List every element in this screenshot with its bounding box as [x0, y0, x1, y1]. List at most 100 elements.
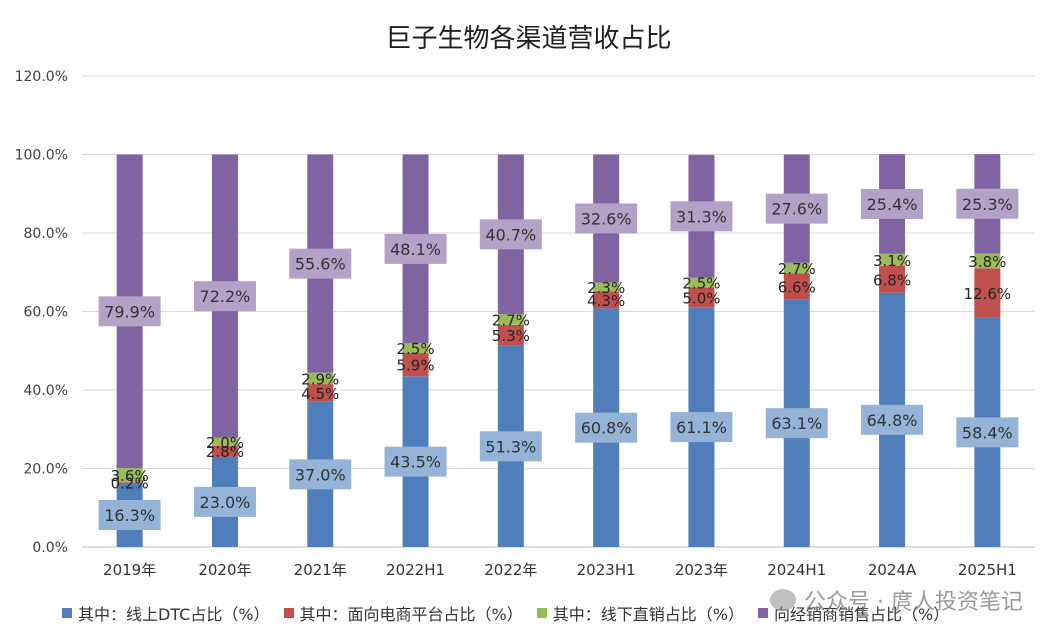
- data-label: 25.4%: [867, 195, 918, 214]
- bar-segment-ecommerce: [116, 482, 143, 484]
- data-label: 5.9%: [396, 357, 434, 375]
- data-label: 4.5%: [301, 385, 339, 403]
- legend-swatch: [536, 608, 547, 618]
- data-label: 27.6%: [771, 200, 822, 219]
- data-label: 2.0%: [206, 434, 244, 452]
- bar-segment-ecommerce: [402, 353, 429, 377]
- bar-segment-ecommerce: [497, 324, 524, 346]
- data-label-box: [384, 446, 447, 477]
- data-label: 5.0%: [682, 289, 720, 307]
- data-label: 3.1%: [873, 252, 911, 270]
- y-tick-label: 80.0%: [24, 226, 68, 242]
- data-label: 2.9%: [301, 370, 339, 388]
- data-label-box: [289, 248, 352, 279]
- bar-segment-offline-direct: [402, 343, 429, 354]
- legend-label: 其中：面向电商平台占比（%）: [299, 605, 523, 624]
- data-label-box: [98, 500, 161, 531]
- bar-segment-offline-direct: [307, 372, 334, 385]
- data-label-box: [670, 201, 733, 232]
- data-label: 12.6%: [964, 285, 1012, 303]
- data-label: 51.3%: [485, 437, 536, 456]
- legend-item-distributor: 向经销商销售占比（%）: [757, 601, 950, 625]
- data-label: 64.8%: [867, 411, 918, 430]
- data-label: 2.3%: [587, 279, 625, 297]
- bar-segment-ecommerce: [688, 287, 715, 308]
- y-tick-label: 40.0%: [24, 383, 68, 399]
- bar-segment-offline-direct: [211, 437, 238, 446]
- bar-segment-offline-direct: [497, 314, 524, 325]
- data-label: 32.6%: [581, 209, 632, 228]
- data-label: 2.5%: [396, 340, 434, 358]
- wechat-icon: [770, 589, 797, 611]
- data-label-box: [861, 404, 924, 435]
- data-label: 61.1%: [676, 418, 727, 437]
- y-tick-label: 60.0%: [24, 305, 68, 321]
- bar-segment-offline-direct: [974, 253, 1001, 269]
- data-label-box: [861, 188, 924, 219]
- watermark: 公众号 · 庹人投资笔记: [770, 584, 1023, 616]
- data-label: 63.1%: [771, 414, 822, 433]
- legend-swatch: [283, 608, 294, 618]
- legend-label: 其中：线下直销占比（%）: [552, 605, 744, 624]
- data-label-box: [479, 219, 542, 250]
- bar-segment-offline-direct: [688, 277, 715, 288]
- data-label: 72.2%: [200, 287, 251, 306]
- data-label: 23.0%: [200, 493, 251, 512]
- data-label: 40.7%: [485, 225, 536, 244]
- data-label: 2.5%: [682, 275, 720, 293]
- x-tick-label: 2023H1: [577, 561, 636, 579]
- data-label-box: [956, 188, 1019, 219]
- y-tick-label: 20.0%: [24, 462, 68, 478]
- bar-segment-ecommerce: [307, 384, 334, 402]
- data-label: 16.3%: [104, 506, 155, 525]
- bar-segment-ecommerce: [593, 291, 620, 309]
- data-label-box: [575, 203, 638, 234]
- legend-label: 向经销商销售占比（%）: [773, 605, 950, 624]
- bar-segment-ecommerce: [211, 445, 238, 457]
- data-label: 48.1%: [390, 240, 441, 259]
- data-label: 2.8%: [206, 443, 244, 461]
- data-label-box: [98, 296, 161, 327]
- bar-segment-offline-direct: [593, 282, 620, 292]
- bar-segment-ecommerce: [974, 268, 1001, 318]
- data-label-box: [575, 412, 638, 443]
- stacked-bar-chart: 0.0% 20.0% 40.0% 60.0% 80.0% 100.0% 120.0% 2019…: [15, 69, 1035, 579]
- data-label-box: [765, 193, 828, 224]
- data-label-box: [956, 417, 1019, 448]
- data-label-box: [479, 431, 542, 462]
- x-tick-label: 2023年: [675, 561, 728, 579]
- data-label: 55.6%: [295, 255, 346, 274]
- data-label-box: [384, 233, 447, 264]
- data-label: 58.4%: [962, 423, 1013, 442]
- bar-segment-ecommerce: [783, 273, 810, 300]
- data-label-box: [193, 486, 256, 517]
- y-tick-label: 100.0%: [15, 148, 68, 164]
- data-label: 2.7%: [492, 312, 530, 330]
- bar-segment-ecommerce: [879, 265, 906, 293]
- data-label: 25.3%: [962, 195, 1013, 214]
- x-tick-label: 2024H1: [767, 561, 826, 579]
- x-tick-label: 2021年: [294, 561, 347, 579]
- data-label: 6.8%: [873, 271, 911, 289]
- chart-title: 巨子生物各渠道营收占比: [385, 24, 672, 54]
- x-tick-label: 2025H1: [958, 561, 1017, 579]
- data-label-box: [765, 408, 828, 439]
- data-label: 6.6%: [778, 278, 816, 296]
- data-label: 0.2%: [111, 475, 149, 493]
- y-tick-label: 120.0%: [15, 69, 68, 85]
- x-tick-label: 2022年: [484, 561, 537, 579]
- data-label-box: [193, 281, 256, 312]
- x-tick-label: 2022H1: [386, 561, 445, 579]
- data-label: 31.3%: [676, 207, 727, 226]
- x-tick-label: 2019年: [103, 561, 156, 579]
- data-label: 4.3%: [587, 292, 625, 310]
- data-label: 43.5%: [390, 453, 441, 472]
- data-label: 3.8%: [968, 253, 1006, 271]
- y-tick-label: 0.0%: [32, 540, 68, 556]
- data-label: 37.0%: [295, 465, 346, 484]
- legend-swatch: [757, 608, 768, 618]
- watermark-text: 公众号 · 庹人投资笔记: [804, 590, 1023, 615]
- data-label: 3.6%: [111, 467, 149, 485]
- bar-segment-offline-direct: [116, 468, 143, 483]
- x-tick-label: 2020年: [198, 561, 251, 579]
